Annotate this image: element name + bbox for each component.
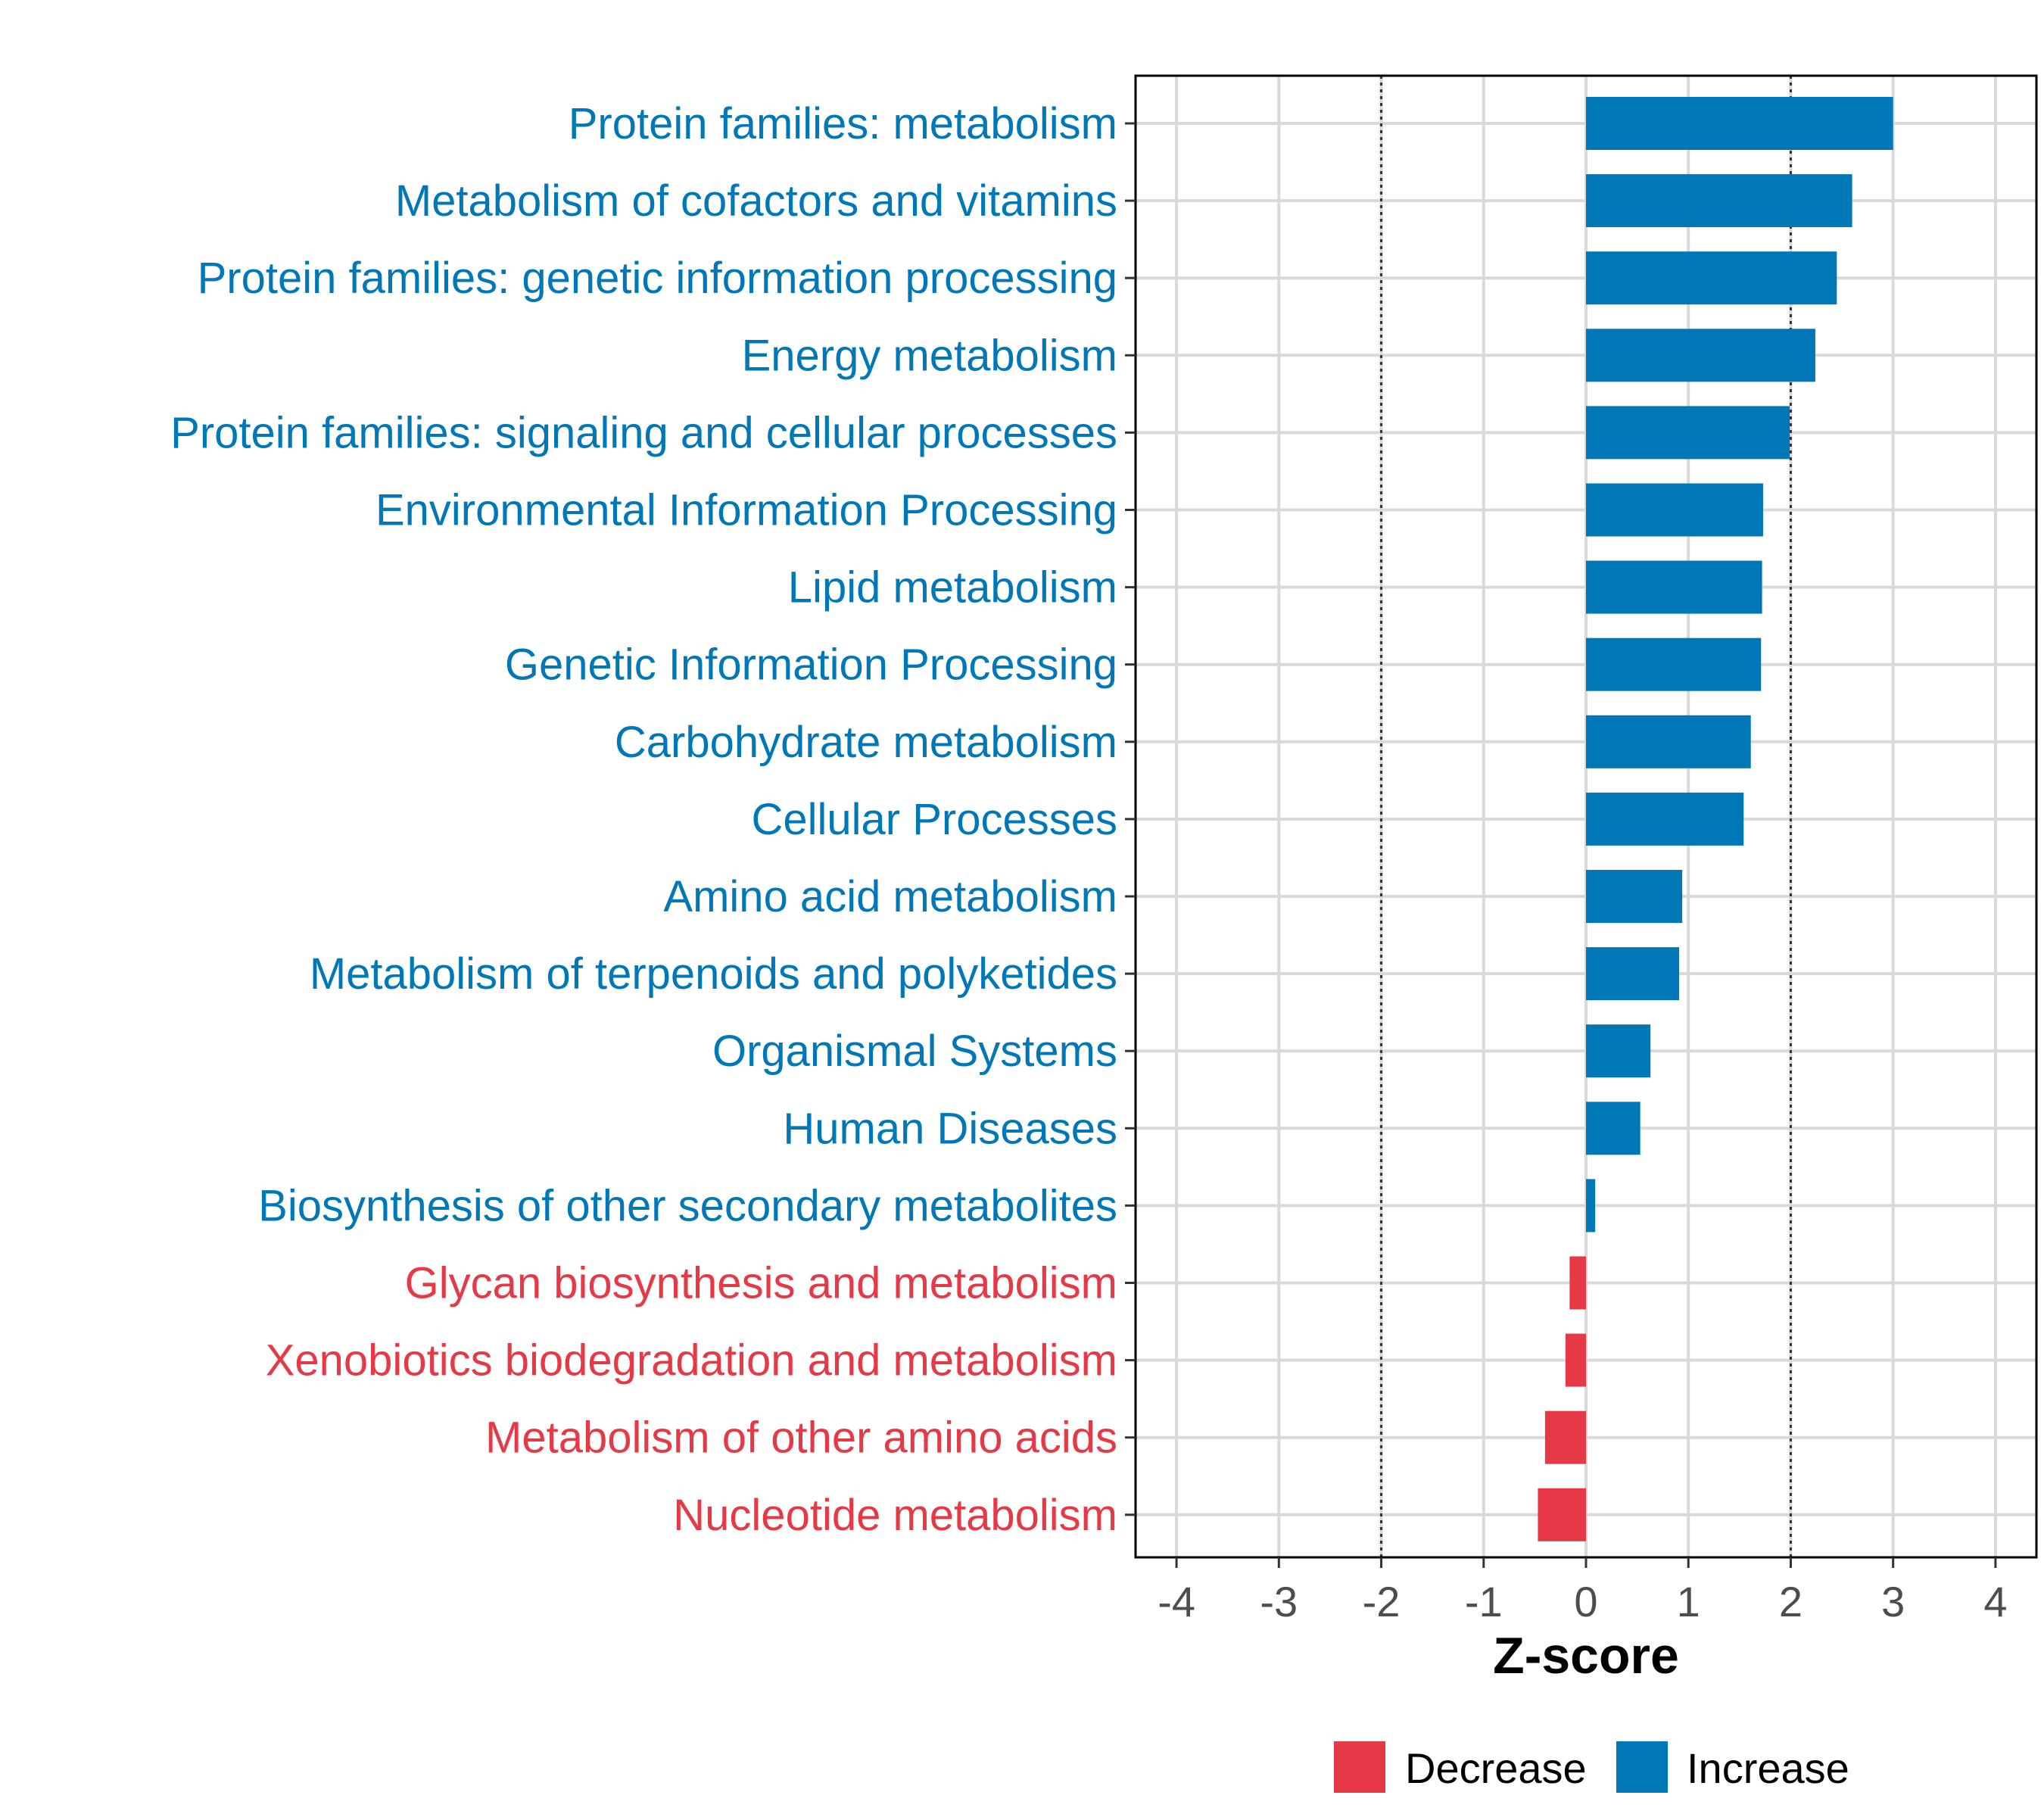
bar bbox=[1586, 870, 1683, 923]
category-label: Genetic Information Processing bbox=[505, 640, 1117, 690]
bar bbox=[1586, 715, 1751, 768]
legend-swatch-decrease bbox=[1334, 1741, 1385, 1793]
bar bbox=[1565, 1333, 1586, 1387]
legend-label-decrease: Decrease bbox=[1405, 1744, 1587, 1792]
category-label: Protein families: signaling and cellular… bbox=[170, 408, 1117, 457]
legend: Decrease Increase bbox=[1334, 1741, 1849, 1793]
bar bbox=[1586, 637, 1762, 691]
bar bbox=[1586, 560, 1762, 614]
category-label: Metabolism of terpenoids and polyketides bbox=[310, 949, 1117, 999]
x-tick-label: 2 bbox=[1779, 1578, 1803, 1625]
category-label: Metabolism of other amino acids bbox=[485, 1413, 1117, 1463]
bar bbox=[1586, 174, 1852, 228]
bar bbox=[1586, 1102, 1640, 1155]
category-label: Metabolism of cofactors and vitamins bbox=[395, 176, 1117, 226]
category-label: Xenobiotics biodegradation and metabolis… bbox=[266, 1336, 1117, 1385]
category-label: Nucleotide metabolism bbox=[673, 1491, 1117, 1540]
bar bbox=[1586, 947, 1680, 1001]
category-label: Protein families: genetic information pr… bbox=[198, 254, 1117, 303]
y-axis-ticks bbox=[1125, 122, 1136, 1516]
bars bbox=[1538, 97, 1893, 1541]
legend-label-increase: Increase bbox=[1687, 1744, 1849, 1792]
bar bbox=[1586, 251, 1837, 305]
reference-lines bbox=[1380, 76, 1792, 1557]
bar bbox=[1569, 1256, 1586, 1310]
bar bbox=[1586, 97, 1893, 150]
bar bbox=[1544, 1410, 1586, 1464]
category-label: Energy metabolism bbox=[742, 331, 1117, 380]
x-tick-label: 1 bbox=[1677, 1578, 1700, 1625]
category-label: Protein families: metabolism bbox=[569, 99, 1117, 148]
bar bbox=[1586, 406, 1790, 460]
bar bbox=[1538, 1488, 1586, 1541]
x-tick-label: -3 bbox=[1260, 1578, 1298, 1625]
bar bbox=[1586, 329, 1815, 382]
x-axis-ticks: -4 -3 -2 -1 0 1 2 3 4 bbox=[1158, 1557, 2007, 1625]
bar bbox=[1586, 1179, 1596, 1233]
category-label: Carbohydrate metabolism bbox=[615, 718, 1117, 767]
x-tick-label: -1 bbox=[1465, 1578, 1503, 1625]
x-tick-label: 3 bbox=[1881, 1578, 1905, 1625]
category-label: Cellular Processes bbox=[751, 795, 1117, 844]
x-tick-label: -4 bbox=[1158, 1578, 1195, 1625]
category-label: Human Diseases bbox=[783, 1104, 1117, 1153]
x-tick-label: 0 bbox=[1574, 1578, 1597, 1625]
category-label: Environmental Information Processing bbox=[375, 486, 1117, 535]
category-label: Amino acid metabolism bbox=[663, 872, 1117, 921]
x-axis-title: Z-score bbox=[1493, 1627, 1679, 1685]
category-label: Lipid metabolism bbox=[788, 563, 1117, 612]
x-tick-label: 4 bbox=[1983, 1578, 2007, 1625]
x-tick-label: -2 bbox=[1363, 1578, 1401, 1625]
category-labels: Protein families: metabolism Metabolism o… bbox=[170, 99, 1117, 1540]
bar bbox=[1586, 792, 1744, 846]
bar bbox=[1586, 483, 1763, 537]
bar bbox=[1586, 1024, 1651, 1078]
legend-swatch-increase bbox=[1616, 1741, 1668, 1793]
category-label: Glycan biosynthesis and metabolism bbox=[405, 1259, 1117, 1308]
category-label: Biosynthesis of other secondary metaboli… bbox=[258, 1181, 1117, 1230]
category-label: Organismal Systems bbox=[712, 1027, 1117, 1076]
